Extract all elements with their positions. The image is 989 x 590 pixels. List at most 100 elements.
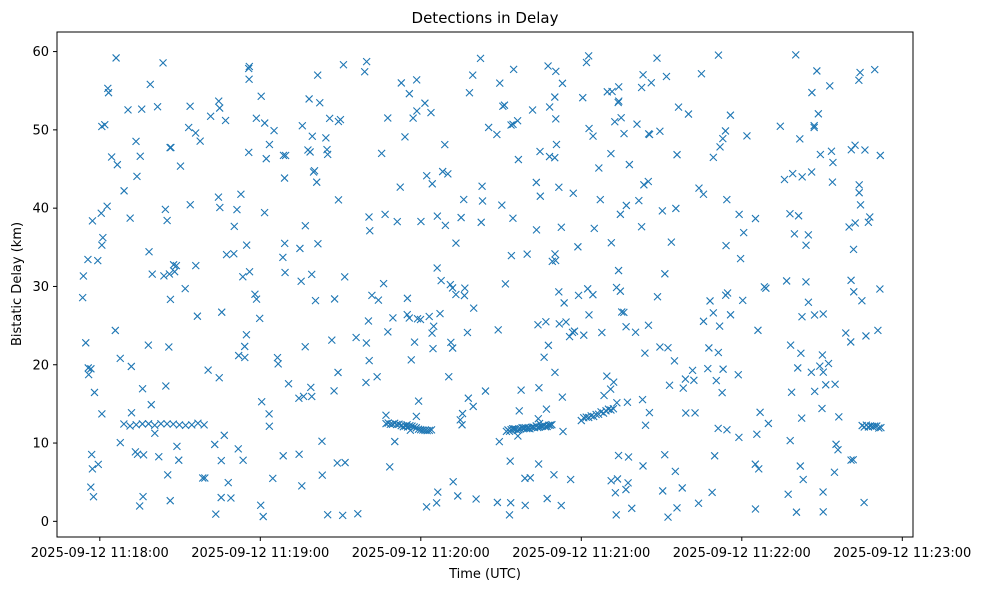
data-point	[251, 290, 259, 299]
data-point	[191, 129, 200, 137]
data-point	[802, 241, 810, 250]
data-point	[325, 114, 334, 123]
data-point	[568, 328, 577, 337]
data-point	[560, 299, 569, 307]
data-point	[148, 270, 157, 278]
data-point	[851, 219, 860, 227]
x-tick-label: 2025-09-12 11:19:00	[191, 546, 329, 561]
data-point	[662, 72, 671, 81]
data-point	[84, 255, 92, 264]
data-point	[521, 474, 529, 483]
data-point	[697, 69, 706, 78]
data-point	[365, 226, 374, 235]
data-point	[234, 444, 243, 453]
data-point	[689, 376, 698, 385]
data-point	[301, 221, 310, 230]
data-point	[413, 314, 422, 323]
data-point	[217, 308, 226, 317]
data-point	[210, 440, 219, 449]
data-point	[849, 245, 858, 254]
data-point	[551, 368, 559, 377]
data-point	[521, 501, 530, 510]
data-point	[824, 359, 833, 368]
data-point	[792, 508, 801, 517]
data-point	[274, 360, 283, 368]
data-point	[780, 175, 789, 184]
data-point	[206, 112, 215, 121]
data-point	[465, 88, 474, 97]
data-point	[790, 229, 799, 238]
data-point	[587, 411, 596, 420]
data-point	[562, 318, 570, 326]
data-point	[112, 54, 120, 62]
data-point	[517, 386, 525, 395]
data-point	[554, 288, 563, 296]
data-point	[215, 373, 224, 382]
data-point	[569, 189, 578, 198]
data-point	[660, 450, 669, 459]
data-point	[557, 501, 566, 510]
data-point	[614, 451, 623, 460]
data-point	[86, 483, 95, 491]
data-point	[159, 58, 167, 67]
data-point	[528, 106, 537, 114]
data-point	[664, 513, 672, 521]
data-point	[507, 121, 515, 129]
data-point	[541, 317, 550, 326]
data-point	[436, 309, 444, 318]
data-point	[497, 201, 506, 210]
data-point	[545, 103, 554, 111]
data-point	[633, 120, 641, 129]
data-point	[165, 270, 174, 278]
data-point	[312, 178, 321, 187]
data-point	[270, 126, 278, 135]
data-point	[722, 241, 730, 250]
data-point	[127, 408, 136, 417]
data-point	[695, 184, 703, 193]
data-point	[186, 200, 195, 209]
data-point	[268, 474, 277, 483]
data-point	[81, 338, 90, 347]
data-point	[658, 487, 667, 495]
data-point	[452, 290, 460, 299]
data-point	[656, 127, 664, 136]
data-point	[714, 348, 723, 357]
data-point	[265, 422, 274, 431]
data-point	[585, 124, 593, 133]
data-point	[93, 256, 102, 265]
data-point	[612, 398, 621, 407]
data-point	[408, 422, 416, 430]
x-axis: 2025-09-12 11:18:00 2025-09-12 11:19:00 20…	[31, 537, 971, 561]
data-point	[409, 114, 418, 123]
data-point	[412, 412, 421, 421]
data-point	[816, 150, 825, 159]
data-point	[726, 111, 735, 120]
data-point	[374, 296, 383, 304]
data-point	[429, 344, 437, 353]
data-point	[318, 471, 327, 479]
data-point	[181, 284, 190, 293]
data-point	[297, 277, 306, 286]
data-point	[874, 326, 882, 335]
data-point	[330, 295, 339, 303]
x-tick-label: 2025-09-12 11:22:00	[673, 546, 811, 561]
data-point	[456, 416, 465, 424]
data-point	[438, 167, 447, 176]
data-point	[841, 329, 850, 337]
data-point	[544, 341, 553, 350]
x-tick-label: 2025-09-12 11:23:00	[833, 546, 971, 561]
data-point	[674, 103, 683, 112]
y-axis-label: Bistatic Delay (km)	[10, 222, 25, 346]
data-point	[865, 213, 874, 221]
y-tick-label: 10	[32, 437, 49, 452]
data-point	[870, 65, 879, 74]
data-point	[619, 308, 628, 317]
data-point	[433, 488, 442, 496]
data-point	[550, 93, 559, 101]
data-point	[299, 392, 308, 401]
data-point	[505, 511, 514, 519]
data-point	[175, 421, 184, 429]
data-point	[500, 101, 509, 110]
data-point	[855, 188, 864, 197]
